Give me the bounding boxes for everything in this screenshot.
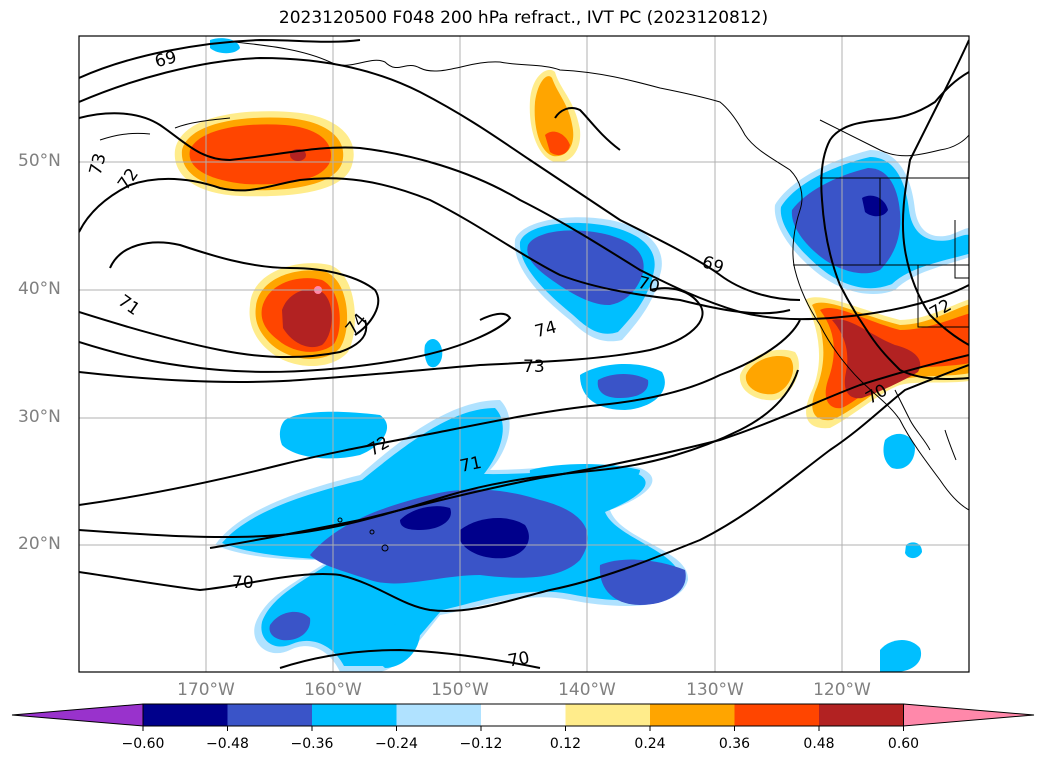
map-title: 2023120500 F048 200 hPa refract., IVT PC… — [278, 8, 769, 28]
positive-anomaly-california — [739, 297, 969, 429]
lon-label: 120°W — [813, 680, 871, 700]
coastlines — [99, 41, 969, 552]
positive-anomaly-central — [249, 263, 355, 367]
colorbar-tick-label: −0.12 — [459, 736, 503, 752]
lat-lon-grid — [79, 36, 969, 672]
lon-label: 150°W — [431, 680, 489, 700]
lon-label: 170°W — [177, 680, 235, 700]
map-frame — [78, 35, 970, 673]
contour-label: 71 — [458, 453, 483, 477]
contour-label: 69 — [699, 252, 726, 278]
colorbar-tick-label: −0.24 — [375, 736, 418, 752]
lon-label: 140°W — [558, 680, 616, 700]
lat-label: 40°N — [18, 279, 61, 299]
negative-anomaly-subtropical — [215, 364, 689, 672]
colorbar-tick-label: 0.12 — [549, 736, 582, 752]
colorbar-tick-label: −0.36 — [290, 736, 334, 752]
lat-label: 50°N — [18, 151, 61, 171]
colorbar-tick-label: 0.48 — [803, 736, 835, 752]
contour-label: 73 — [523, 357, 545, 377]
refractivity-contours — [79, 38, 969, 669]
negative-anomaly-pacific-northwest — [774, 150, 969, 295]
colorbar-tick-label: −0.60 — [121, 736, 165, 752]
contour-label: 74 — [533, 317, 559, 342]
contour-label: 69 — [153, 47, 179, 72]
contour-label: 72 — [114, 165, 143, 194]
colorbar-tick-label: 0.60 — [887, 736, 920, 752]
lon-label: 130°W — [686, 680, 744, 700]
contour-label: 73 — [86, 151, 111, 177]
contour-label: 70 — [506, 648, 531, 671]
colorbar-tick-label: −0.48 — [206, 736, 249, 752]
lon-label: 160°W — [304, 680, 362, 700]
contour-label: 70 — [232, 573, 254, 593]
contour-label: 71 — [114, 291, 143, 320]
lat-label: 20°N — [18, 534, 61, 554]
colorbar-tick-label: 0.36 — [718, 736, 751, 752]
lat-label: 30°N — [18, 407, 61, 427]
positive-anomaly-north-pacific — [174, 111, 354, 197]
positive-anomaly-gulf-alaska — [529, 69, 581, 163]
colorbar-tick-label: 0.24 — [634, 736, 666, 752]
